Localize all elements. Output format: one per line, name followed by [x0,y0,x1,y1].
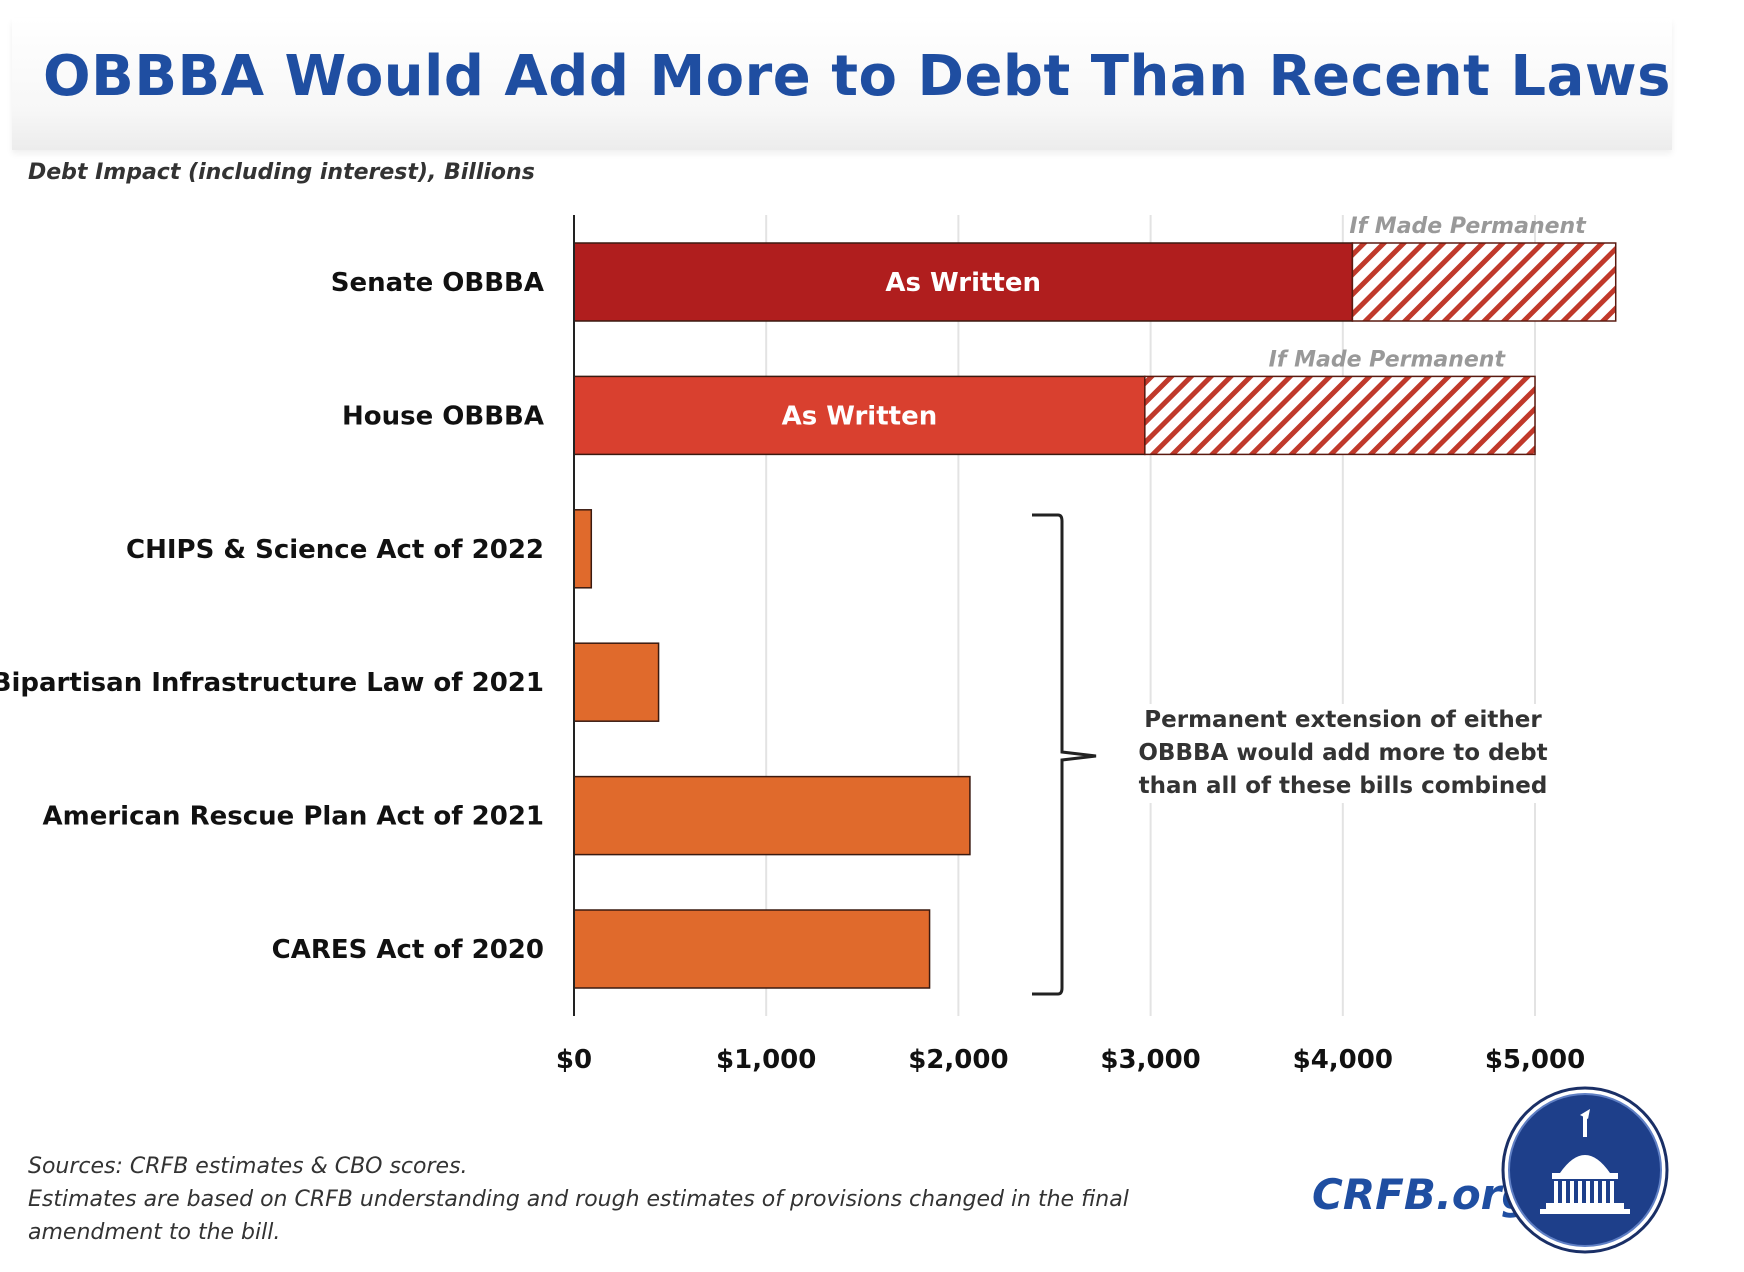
bar-chart: $0 $1,000 $2,000 $3,000 $4,000 $5,000 If Made … [0,214,1617,1075]
permanent-label: If Made Permanent [1269,347,1507,372]
bar-as-written [573,509,593,589]
category-label: House OBBBA [342,401,544,431]
sources-note: Sources: CRFB estimates & CBO scores. Es… [28,1150,1168,1249]
category-label: Bipartisan Infrastructure Law of 2021 [0,668,544,698]
bar-if-made-permanent [1351,242,1617,322]
sources-line-1: Sources: CRFB estimates & CBO scores. [28,1154,468,1179]
bars [573,242,1617,989]
x-tick-label: $5,000 [1485,1045,1585,1075]
category-label: Senate OBBBA [331,268,544,298]
permanent-label: If Made Permanent [1349,214,1587,239]
bar-if-made-permanent [1144,375,1536,456]
bar-as-written [573,909,931,989]
bar-as-written [573,642,660,722]
category-label: American Rescue Plan Act of 2021 [42,802,544,832]
labels: $0 $1,000 $2,000 $3,000 $4,000 $5,000 If Made … [0,214,1587,1075]
chart-title: OBBBA Would Add More to Debt Than Recent… [43,44,1671,109]
gridlines [765,215,1536,1016]
x-tick-label: $0 [556,1045,592,1075]
bar-label: As Written [782,401,938,431]
x-tick-label: $4,000 [1293,1045,1393,1075]
category-label: CHIPS & Science Act of 2022 [126,535,544,565]
bracket [1032,513,1097,996]
bar-as-written [573,775,971,856]
brand-link[interactable]: CRFB.org [1312,1170,1532,1219]
annotation-text: Permanent extension of either OBBBA woul… [1118,704,1568,803]
bar-label: As Written [885,268,1041,298]
x-tick-label: $1,000 [716,1045,816,1075]
crfb-seal-logo [1501,1086,1669,1254]
axis-subtitle: Debt Impact (including interest), Billio… [28,160,535,185]
x-tick-label: $2,000 [908,1045,1008,1075]
category-label: CARES Act of 2020 [272,935,544,965]
x-tick-label: $3,000 [1100,1045,1200,1075]
bar-as-written [573,375,1146,456]
sources-line-2: Estimates are based on CRFB understandin… [28,1187,1129,1245]
title-band [12,18,1672,150]
